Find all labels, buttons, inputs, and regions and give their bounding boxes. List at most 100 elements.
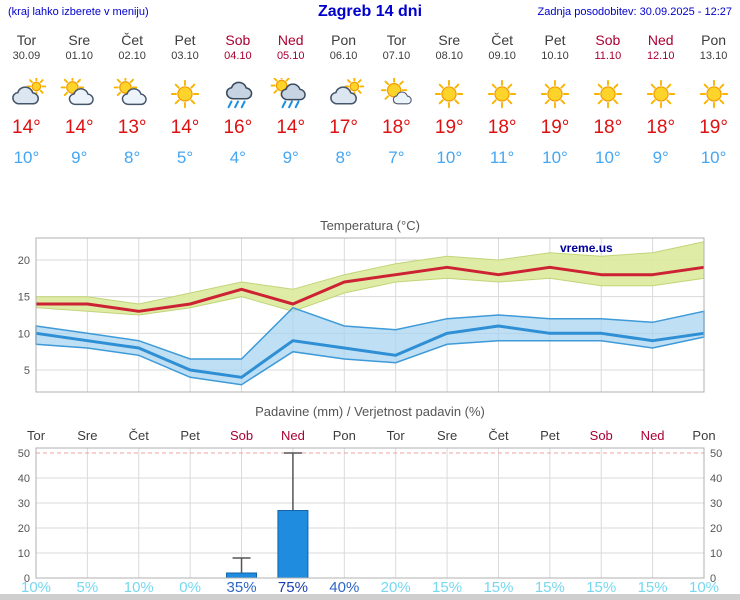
precip-day-label: Sob: [229, 428, 254, 443]
y-axis-tick-label-left: 40: [18, 473, 30, 485]
precip-day-label: Čet: [488, 428, 509, 443]
precip-probability: 15%: [432, 579, 463, 596]
precip-probability: 10%: [123, 579, 154, 596]
precip-probability: 15%: [637, 579, 668, 596]
precip-day-label: Ned: [640, 428, 665, 443]
temperature-chart-title: Temperatura (°C): [320, 218, 420, 233]
day-column-pet-10.10: Pet 10.10 19° 10°: [529, 28, 582, 168]
day-name: Tor: [386, 32, 407, 48]
day-column-čet-02.10: Čet 02.10 13° 8°: [106, 28, 159, 168]
temp-high: 14°: [64, 117, 94, 138]
precip-probability: 35%: [226, 579, 257, 596]
temp-low: 5°: [176, 148, 194, 167]
precip-day-label: Tor: [386, 428, 405, 443]
day-date: 08.10: [435, 50, 464, 62]
day-date: 13.10: [699, 50, 728, 62]
temp-high: 17°: [329, 117, 358, 138]
precip-day-label: Tor: [26, 428, 46, 443]
weather-icon-sunny: [476, 78, 529, 111]
temp-high: 14°: [276, 117, 306, 138]
temp-min-line: [35, 324, 705, 379]
precip-day-label: Pon: [692, 428, 716, 443]
temp-low: 10°: [700, 148, 727, 167]
y-axis-tick-label-right: 40: [710, 473, 722, 485]
precip-day-label: Pet: [540, 428, 560, 443]
y-axis-tick-label: 15: [18, 292, 30, 304]
y-axis-tick-label-right: 50: [710, 448, 722, 460]
precip-day-label: Sre: [77, 428, 98, 443]
day-date: 10.10: [541, 50, 569, 62]
weather-icon-sunny: [634, 78, 687, 111]
temp-high: 19°: [699, 117, 728, 138]
precip-day-label: Ned: [280, 428, 305, 443]
watermark: vreme.us: [560, 241, 613, 255]
temp-high: 14°: [12, 117, 41, 138]
day-date: 11.10: [594, 50, 622, 62]
day-date: 07.10: [382, 50, 411, 62]
y-axis-tick-label-right: 30: [710, 498, 722, 510]
weather-icon-rain: [211, 78, 264, 111]
day-name: Sob: [595, 32, 621, 48]
y-axis-tick-label-left: 10: [18, 548, 30, 560]
day-column-pon-06.10: Pon 06.10 17° 8°: [317, 28, 370, 168]
day-name: Ned: [647, 32, 674, 48]
y-axis-tick-label-left: 20: [18, 523, 30, 535]
day-date: 02.10: [118, 50, 146, 62]
weather-icon-rain-sun: [264, 74, 317, 111]
day-column-sre-01.10: Sre 01.10 14° 9°: [53, 28, 106, 168]
temp-high: 13°: [117, 117, 147, 138]
chart-border: [35, 237, 705, 393]
precip-probability-row: 10% 5% 10% 0% 35% 75% 40% 20% 15% 15% 15% 15% 15% 10%: [0, 579, 740, 596]
weather-icon-sunny: [159, 78, 212, 111]
day-column-čet-09.10: Čet 09.10 18° 11°: [476, 28, 529, 168]
day-forecast-strip: Tor 30.09 14° 10° Sre 01.10 14° 9° Čet 02.10 13° 8°…: [0, 28, 740, 168]
temp-high: 16°: [223, 117, 253, 138]
day-date: 09.10: [488, 50, 516, 62]
precipitation-chart: 0 0 10 10 20 20 30 30 40 40 50 50: [18, 447, 722, 584]
weather-icon-sunny: [581, 78, 634, 111]
day-name: Pet: [174, 32, 196, 48]
precip-probability: 5%: [76, 579, 99, 596]
day-date: 05.10: [276, 50, 305, 62]
day-name: Čet: [121, 32, 144, 48]
temp-low: 11°: [489, 148, 515, 167]
day-column-pet-03.10: Pet 03.10 14° 5°: [159, 28, 212, 168]
weather-icon-sunny: [687, 78, 740, 111]
precip-day-label: Pet: [180, 428, 200, 443]
temp-low: 9°: [71, 148, 88, 167]
temp-high: 18°: [487, 117, 517, 138]
precip-day-label: Pon: [332, 428, 356, 443]
precip-probability: 75%: [277, 579, 308, 596]
day-column-sre-08.10: Sre 08.10 19° 10°: [423, 28, 476, 168]
day-name: Sre: [68, 32, 91, 48]
y-axis-tick-label: 20: [18, 255, 30, 267]
horizontal-scrollbar[interactable]: [0, 594, 740, 600]
day-name: Čet: [491, 32, 514, 48]
day-name: Pet: [544, 32, 566, 48]
y-axis-tick-label-right: 0: [710, 573, 716, 584]
y-axis-tick-label-left: 30: [18, 498, 30, 510]
last-update: Zadnja posodobitev: 30.09.2025 - 12:27: [537, 6, 732, 18]
chart-border: [35, 447, 705, 579]
y-axis-tick-label-left: 50: [18, 448, 30, 460]
day-column-sob-04.10: Sob 04.10 16° 4°: [211, 28, 264, 168]
precip-probability: 0%: [179, 579, 201, 596]
day-date: 03.10: [171, 50, 199, 62]
menu-hint: (kraj lahko izberete v meniju): [8, 6, 149, 18]
precip-probability: 15%: [483, 579, 514, 596]
weather-icon-cloudy: [0, 76, 53, 111]
y-axis-tick-label-right: 20: [710, 523, 722, 535]
day-column-tor-30.09: Tor 30.09 14° 10°: [0, 28, 53, 168]
day-date: 06.10: [329, 50, 358, 62]
day-name: Sre: [438, 32, 461, 48]
y-axis-tick-label-left: 0: [24, 573, 30, 584]
y-axis-tick-label: 10: [18, 328, 30, 340]
day-name: Pon: [331, 32, 357, 48]
precip-probability: 10%: [688, 579, 720, 596]
page-title: Zagreb 14 dni: [317, 3, 423, 20]
temp-low: 4°: [229, 148, 246, 167]
temp-low: 7°: [388, 148, 405, 167]
temp-low: 9°: [282, 148, 299, 167]
precip-day-label: Sob: [589, 428, 613, 443]
